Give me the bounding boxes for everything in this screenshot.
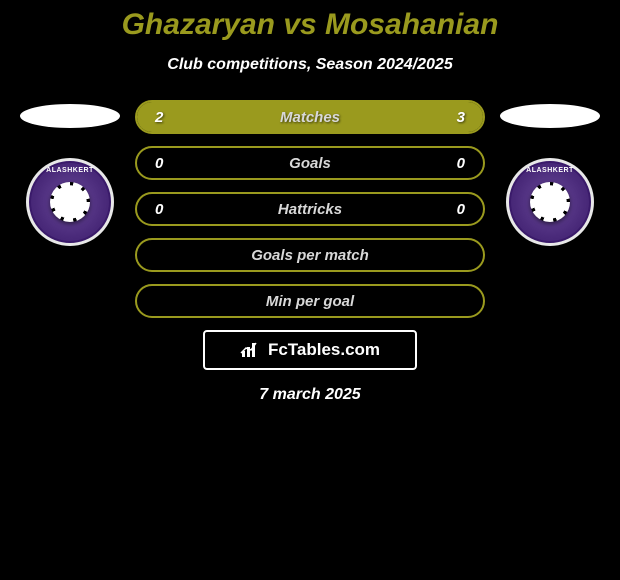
stat-left-value: 0 [155, 155, 163, 172]
stat-label: Goals [289, 155, 331, 172]
stat-right-value: 0 [457, 201, 465, 218]
stat-label: Matches [280, 109, 340, 126]
page-subtitle: Club competitions, Season 2024/2025 [0, 56, 620, 74]
watermark: FcTables.com [203, 330, 417, 370]
stat-row: Min per goal [135, 284, 485, 318]
right-player-avatar [500, 104, 600, 128]
right-player-column [495, 100, 605, 246]
stats-column: 2 Matches 3 0 Goals 0 0 Hattricks 0 Goals per mat… [135, 100, 485, 318]
stat-left-value: 2 [155, 109, 163, 126]
comparison-card: Ghazaryan vs Mosahanian Club competition… [0, 0, 620, 404]
main-area: 2 Matches 3 0 Goals 0 0 Hattricks 0 Goals per mat… [0, 100, 620, 318]
stat-row: 0 Hattricks 0 [135, 192, 485, 226]
right-club-badge [506, 158, 594, 246]
stat-label: Min per goal [266, 293, 354, 310]
bar-chart-icon [240, 341, 262, 359]
stat-label: Hattricks [278, 201, 342, 218]
left-player-avatar [20, 104, 120, 128]
stat-row: Goals per match [135, 238, 485, 272]
page-title: Ghazaryan vs Mosahanian [0, 8, 620, 42]
watermark-text: FcTables.com [268, 340, 380, 360]
left-player-column [15, 100, 125, 246]
stat-row: 0 Goals 0 [135, 146, 485, 180]
stat-row: 2 Matches 3 [135, 100, 485, 134]
stat-label: Goals per match [251, 247, 369, 264]
stat-right-value: 3 [457, 109, 465, 126]
date-line: 7 march 2025 [0, 386, 620, 404]
stat-right-value: 0 [457, 155, 465, 172]
left-club-badge [26, 158, 114, 246]
stat-left-value: 0 [155, 201, 163, 218]
